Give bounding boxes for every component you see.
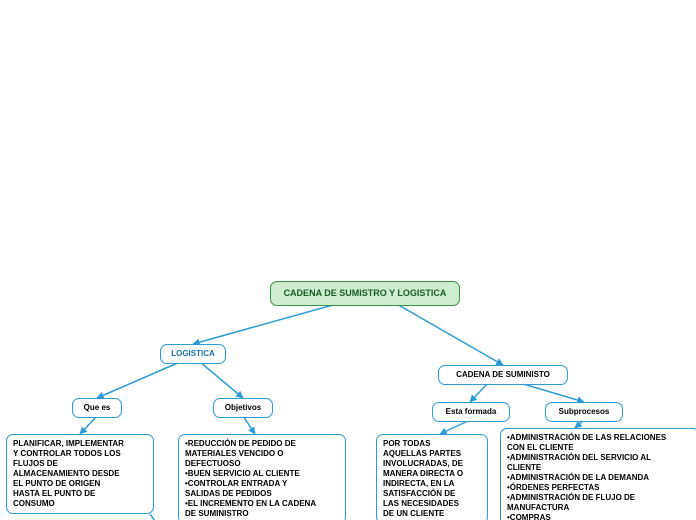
node-objetivos: Objetivos: [213, 398, 273, 418]
leaf-objetivos-text: •REDUCCIÓN DE PEDIDO DE MATERIALES VENCI…: [178, 434, 346, 520]
node-subprocesos: Subprocesos: [545, 402, 623, 422]
leaf-subprocesos-text: •ADMINISTRACIÓN DE LAS RELACIONES CON EL…: [500, 428, 696, 520]
node-cadena-suministro: CADENA DE SUMINISTO: [438, 365, 568, 385]
node-root: CADENA DE SUMISTRO Y LOGISTICA: [270, 281, 460, 306]
leaf-que-es-text: PLANIFICAR, IMPLEMENTAR Y CONTROLAR TODO…: [6, 434, 154, 514]
node-que-es: Que es: [72, 398, 122, 418]
node-logistica: LOGISTICA: [160, 344, 226, 364]
leaf-formada-text: POR TODAS AQUELLAS PARTES INVOLUCRADAS, …: [376, 434, 488, 520]
node-esta-formada: Esta formada: [432, 402, 510, 422]
